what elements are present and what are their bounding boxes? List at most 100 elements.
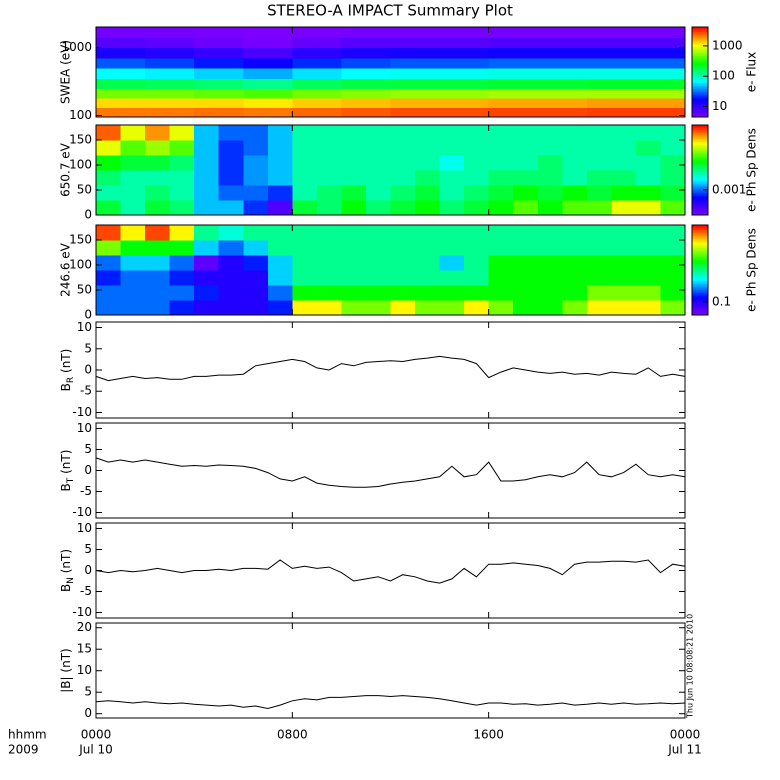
colorbar-slice — [692, 297, 708, 299]
colorbar-slice — [692, 232, 708, 235]
heatmap-cell — [660, 270, 686, 286]
colorbar-slice — [692, 28, 708, 31]
colorbar-slice — [692, 91, 708, 94]
colorbar-slice — [692, 274, 708, 277]
colorbar-slice — [692, 58, 708, 61]
heatmap-cell — [562, 125, 588, 141]
colorbar-slice — [692, 282, 708, 284]
heatmap-cell — [660, 155, 686, 171]
colorbar-slice — [692, 180, 708, 183]
colorbar-slice — [692, 27, 708, 29]
heatmap-cell — [243, 125, 269, 141]
heatmap-cell — [96, 170, 122, 186]
heatmap-cell — [243, 47, 293, 59]
colorbar-slice — [692, 234, 708, 236]
heatmap-cell — [267, 300, 293, 316]
heatmap-cell — [390, 170, 416, 186]
heatmap-cell — [341, 300, 367, 316]
heatmap-cell — [586, 155, 612, 171]
heatmap-cell — [96, 285, 122, 301]
heatmap-cell — [586, 200, 612, 216]
heatmap-cell — [464, 170, 490, 186]
colorbar-slice — [692, 147, 708, 150]
heatmap-cell — [341, 98, 391, 109]
heatmap-cell — [243, 170, 269, 186]
heatmap-cell — [341, 155, 367, 171]
heatmap-cell — [586, 140, 612, 156]
heatmap-cell — [120, 225, 146, 241]
heatmap-cell — [243, 225, 269, 241]
heatmap-cell — [341, 37, 391, 48]
colorbar-slice — [692, 247, 708, 250]
heatmap-cell — [439, 107, 490, 118]
heatmap-cell — [316, 255, 342, 271]
colorbar-slice — [692, 161, 708, 163]
heatmap-cell — [635, 88, 686, 99]
colorbar-slice — [692, 67, 708, 70]
heatmap-cell — [513, 155, 539, 171]
heatmap-cell — [194, 155, 220, 171]
heatmap-cell — [611, 300, 637, 316]
y-tick-label: 5 — [84, 442, 92, 456]
y-tick-label: -10 — [72, 405, 92, 419]
heatmap-cell — [562, 255, 588, 271]
colorbar-slice — [692, 45, 708, 47]
heatmap-cell — [194, 200, 220, 216]
heatmap-cell — [292, 107, 342, 118]
heatmap-cell — [464, 155, 490, 171]
colorbar-slice — [692, 262, 708, 265]
heatmap-cell — [194, 270, 220, 286]
heatmap-cell — [611, 270, 637, 286]
heatmap-cell — [439, 47, 490, 59]
heatmap-cell — [660, 285, 686, 301]
heatmap-cell — [218, 200, 244, 216]
heatmap-cell — [120, 300, 146, 316]
colorbar-slice — [692, 174, 708, 177]
colorbar-label: e- Ph Sp Dens — [745, 128, 759, 212]
colorbar-frame — [691, 124, 709, 216]
heatmap-cell — [660, 240, 686, 256]
colorbar-label: e- Flux — [745, 52, 759, 92]
colorbar-slice — [692, 241, 708, 244]
y-label-unit: (nT) — [59, 450, 73, 474]
heatmap-cell — [169, 300, 195, 316]
panel-frame — [95, 422, 686, 519]
y-axis-label: |B| (nT) — [59, 648, 73, 692]
heatmap-cell — [390, 107, 441, 118]
heatmap-cell — [488, 140, 514, 156]
colorbar-slice — [692, 277, 708, 280]
heatmap-cell — [562, 140, 588, 156]
heatmap-cell — [169, 255, 195, 271]
heatmap-cell — [439, 255, 465, 271]
colorbar-slice — [692, 167, 708, 169]
heatmap-cell — [660, 200, 686, 216]
heatmap-cell — [365, 170, 391, 186]
colorbar-slice — [692, 34, 708, 37]
colorbar-slice — [692, 90, 708, 92]
colorbar-slice — [692, 132, 708, 135]
heatmap-cell — [267, 185, 293, 201]
colorbar-slice — [692, 112, 708, 115]
colorbar-slice — [692, 206, 708, 208]
colorbar-tick-label: 0.001 — [712, 182, 746, 196]
heatmap-cell — [194, 98, 244, 109]
x-row-label: 2009 — [8, 743, 39, 757]
heatmap-cell — [464, 225, 490, 241]
colorbar-slice — [692, 300, 708, 302]
heatmap-cell — [145, 200, 171, 216]
colorbar-slice — [692, 280, 708, 283]
colorbar-slice — [692, 307, 708, 310]
colorbar-slice — [692, 312, 708, 314]
heatmap-cell — [96, 98, 146, 109]
heatmap-cell — [537, 98, 588, 109]
colorbar-slice — [692, 30, 708, 32]
colorbar-slice — [692, 125, 708, 127]
colorbar-slice — [692, 258, 708, 260]
heatmap-cell — [390, 58, 441, 69]
y-tick-label: 1000 — [61, 40, 92, 54]
colorbar-slice — [692, 186, 708, 189]
heatmap-cell — [218, 240, 244, 256]
heatmap-cell — [439, 270, 465, 286]
colorbar-slice — [692, 143, 708, 145]
heatmap-cell — [390, 155, 416, 171]
